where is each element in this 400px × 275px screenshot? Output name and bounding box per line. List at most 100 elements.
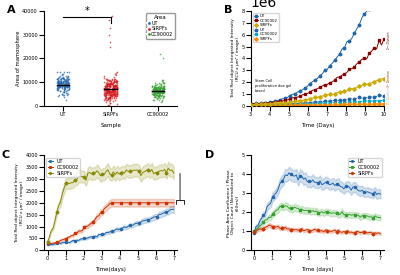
Point (54, 87, 60, 91)
Point (161, 90, 167, 94)
Point (64, 70, 71, 74)
Point (152, 91, 158, 95)
Point (57, 78, 64, 82)
Point (60, 75, 66, 80)
Point (158, 83, 164, 88)
Legend: UT, CC90002, SIRPFs: UT, CC90002, SIRPFs (46, 158, 80, 177)
Line: CC90002: CC90002 (253, 205, 382, 232)
Point (110, 87, 116, 92)
Point (55, 85, 62, 89)
Point (109, 89, 115, 93)
Point (158, 94, 164, 98)
Point (110, 75, 117, 79)
Point (155, 90, 161, 94)
Point (65, 92, 71, 97)
UT (49, 243, 54, 246)
Point (158, 84, 164, 88)
Point (113, 96, 119, 101)
SIRPFs (45, 240, 50, 244)
Point (112, 89, 118, 93)
Point (63, 84, 70, 88)
Point (103, 84, 110, 88)
Point (59, 83, 66, 87)
Point (149, 92, 156, 96)
Point (65, 84, 72, 89)
Point (61, 77, 68, 81)
Point (61, 89, 68, 93)
UT (362, 191, 366, 194)
CC90002 (86, 224, 90, 228)
Point (54, 80, 60, 84)
Y-axis label: Phase Area Confluence / Phase
Object Count (Normalized to
t0(hrs)): Phase Area Confluence / Phase Object Cou… (227, 169, 240, 236)
Point (106, 82, 112, 86)
Point (111, 77, 118, 81)
Point (108, 81, 114, 86)
Point (108, 81, 115, 85)
Point (108, 92, 115, 97)
Point (103, 86, 109, 91)
Point (102, 94, 108, 98)
Point (60, 89, 67, 94)
Point (103, 92, 110, 97)
Point (63, 79, 70, 84)
Point (114, 90, 120, 94)
Point (111, 93, 117, 97)
Point (107, 82, 114, 87)
Point (59, 91, 66, 96)
Point (152, 87, 158, 91)
Point (105, 96, 112, 100)
Point (103, 95, 110, 99)
Point (60, 79, 66, 84)
Point (150, 95, 157, 100)
Point (107, 82, 114, 87)
Point (65, 76, 71, 81)
Point (154, 95, 160, 100)
Point (106, 79, 112, 83)
Point (102, 86, 108, 90)
Point (110, 77, 117, 82)
Point (112, 83, 118, 87)
Point (57, 88, 63, 93)
Point (109, 88, 115, 92)
Point (106, 32, 112, 37)
Point (101, 98, 107, 102)
Point (65, 82, 71, 86)
Point (58, 81, 64, 86)
Point (108, 89, 114, 94)
Point (105, 89, 111, 93)
Point (54, 79, 61, 83)
Point (113, 80, 120, 84)
Point (65, 74, 72, 78)
Point (103, 84, 110, 88)
Point (64, 85, 70, 90)
Point (66, 84, 72, 89)
Point (159, 81, 166, 86)
Point (152, 95, 158, 100)
Point (111, 79, 118, 84)
Point (114, 69, 120, 74)
Point (151, 97, 158, 102)
Point (151, 90, 157, 94)
Point (65, 75, 71, 79)
Point (104, 96, 111, 101)
Point (64, 79, 70, 83)
Point (107, 25, 113, 30)
UT (292, 174, 297, 178)
Point (157, 81, 163, 86)
Point (62, 91, 69, 95)
Point (158, 84, 164, 89)
Point (105, 95, 112, 100)
Point (109, 96, 115, 101)
Point (55, 79, 62, 83)
Point (109, 82, 116, 87)
Point (54, 84, 60, 89)
Point (56, 81, 62, 86)
SIRPFs (266, 224, 271, 227)
Point (106, 18, 112, 23)
Point (160, 95, 166, 100)
UT (64, 240, 68, 244)
Point (156, 87, 162, 92)
X-axis label: Sample: Sample (100, 123, 121, 128)
Point (107, 90, 113, 95)
Point (107, 88, 114, 93)
